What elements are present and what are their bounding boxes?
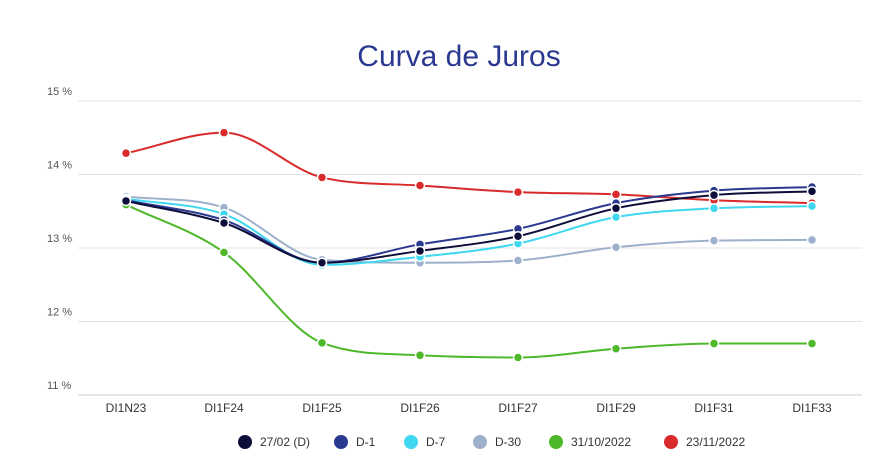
y-tick-label: 13 %	[47, 233, 72, 245]
y-tick-label: 11 %	[47, 380, 71, 392]
legend-label: D-7	[426, 435, 446, 449]
data-point[interactable]	[610, 343, 622, 354]
data-point[interactable]	[218, 247, 230, 258]
chart-title: Curva de Juros	[357, 40, 560, 73]
x-tick-label: DI1F29	[596, 401, 636, 415]
legend-marker	[664, 435, 678, 449]
data-point[interactable]	[218, 217, 230, 229]
data-point[interactable]	[316, 337, 328, 349]
data-point[interactable]	[512, 230, 524, 242]
data-point[interactable]	[708, 203, 720, 214]
x-tick-label: DI1F33	[792, 401, 832, 415]
legend-label: D-1	[356, 435, 376, 449]
series-line	[125, 195, 813, 264]
data-point[interactable]	[806, 338, 818, 349]
data-point[interactable]	[708, 189, 720, 201]
data-point[interactable]	[610, 211, 622, 223]
legend-marker	[473, 435, 487, 449]
y-axis-ticks: 11 % 12 % 13 % 14 % 15 %	[47, 86, 72, 392]
data-point[interactable]	[512, 255, 524, 266]
y-tick-label: 14 %	[47, 160, 72, 172]
x-tick-label: DI1N23	[106, 401, 147, 415]
data-point[interactable]	[316, 257, 328, 268]
legend-item[interactable]: D-7	[404, 435, 446, 449]
x-tick-label: DI1F26	[400, 401, 440, 415]
x-tick-label: DI1F31	[694, 401, 734, 415]
data-point[interactable]	[120, 147, 132, 159]
series-4	[120, 199, 818, 363]
legend[interactable]: 27/02 (D) D-1 D-7 D-30 31/10/2022 23/11/2022	[238, 435, 745, 449]
legend-marker	[334, 435, 348, 449]
legend-marker	[404, 435, 418, 449]
data-point[interactable]	[708, 235, 720, 246]
x-axis-ticks: DI1N23 DI1F24 DI1F25 DI1F26 DI1F27 DI1F29 DI1F…	[106, 401, 832, 415]
series-line	[125, 131, 813, 205]
legend-marker	[238, 435, 252, 449]
y-tick-label: 15 %	[47, 86, 72, 98]
data-point[interactable]	[414, 180, 426, 191]
legend-label: D-30	[495, 435, 521, 449]
series-group	[120, 127, 818, 363]
x-tick-label: DI1F24	[204, 401, 244, 415]
series-0	[120, 186, 818, 268]
data-point[interactable]	[512, 352, 524, 363]
data-point[interactable]	[806, 186, 818, 197]
x-tick-label: DI1F25	[302, 401, 342, 415]
series-line	[125, 203, 812, 359]
data-point[interactable]	[120, 195, 132, 207]
data-point[interactable]	[806, 234, 818, 246]
data-point[interactable]	[414, 350, 426, 361]
data-point[interactable]	[218, 127, 230, 138]
legend-label: 23/11/2022	[686, 435, 745, 449]
data-point[interactable]	[806, 200, 818, 212]
data-point[interactable]	[610, 189, 622, 200]
grid	[78, 100, 862, 396]
y-tick-label: 12 %	[47, 307, 72, 319]
legend-item[interactable]: 31/10/2022	[549, 435, 631, 449]
data-point[interactable]	[316, 172, 328, 183]
data-point[interactable]	[610, 203, 622, 214]
legend-item[interactable]: D-30	[473, 435, 521, 449]
legend-item[interactable]: 23/11/2022	[664, 435, 745, 449]
legend-item[interactable]: 27/02 (D)	[238, 435, 310, 449]
legend-marker	[549, 435, 563, 449]
legend-label: 31/10/2022	[571, 435, 631, 449]
data-point[interactable]	[610, 242, 622, 253]
x-tick-label: DI1F27	[498, 401, 538, 415]
series-line	[125, 185, 813, 264]
legend-item[interactable]: D-1	[334, 435, 376, 449]
data-point[interactable]	[708, 338, 720, 349]
data-point[interactable]	[512, 186, 524, 198]
legend-label: 27/02 (D)	[260, 435, 310, 449]
data-point[interactable]	[414, 245, 426, 257]
